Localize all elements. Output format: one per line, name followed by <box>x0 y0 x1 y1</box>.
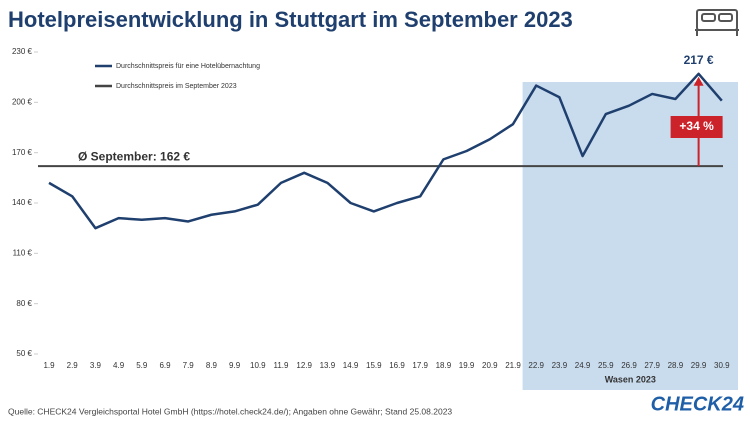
x-tick-label: 26.9 <box>621 361 637 370</box>
x-tick-label: 28.9 <box>668 361 684 370</box>
annotation-arrowhead <box>693 76 704 86</box>
x-tick-label: 10.9 <box>250 361 266 370</box>
bed-icon <box>695 9 739 36</box>
x-tick-label: 4.9 <box>113 361 125 370</box>
y-tick-label: 110 € <box>13 248 33 257</box>
y-tick-label: 140 € <box>12 198 33 207</box>
x-tick-label: 11.9 <box>274 361 290 370</box>
x-tick-label: 25.9 <box>598 361 614 370</box>
annotation-label: +34 % <box>679 119 714 133</box>
x-tick-label: 24.9 <box>575 361 591 370</box>
x-tick-label: 22.9 <box>528 361 544 370</box>
x-tick-label: 20.9 <box>482 361 498 370</box>
x-tick-label: 27.9 <box>644 361 660 370</box>
x-tick-label: 14.9 <box>343 361 359 370</box>
x-tick-label: 19.9 <box>459 361 475 370</box>
x-tick-label: 2.9 <box>67 361 79 370</box>
x-tick-label: 9.9 <box>229 361 241 370</box>
x-tick-label: 7.9 <box>183 361 195 370</box>
y-tick-label: 50 € <box>16 349 32 358</box>
highlight-label: Wasen 2023 <box>605 374 656 384</box>
x-tick-label: 13.9 <box>320 361 336 370</box>
x-tick-label: 6.9 <box>159 361 171 370</box>
x-tick-label: 5.9 <box>136 361 148 370</box>
x-tick-label: 30.9 <box>714 361 730 370</box>
y-tick-label: 170 € <box>12 148 33 157</box>
chart-title: Hotelpreisentwicklung in Stuttgart im Se… <box>8 7 573 32</box>
x-tick-label: 1.9 <box>43 361 55 370</box>
x-tick-label: 23.9 <box>552 361 568 370</box>
y-tick-label: 230 € <box>12 47 33 56</box>
source: Quelle: CHECK24 Vergleichsportal Hotel G… <box>8 406 452 416</box>
reference-label: Ø September: 162 € <box>78 149 190 163</box>
x-tick-label: 3.9 <box>90 361 102 370</box>
x-tick-label: 16.9 <box>389 361 405 370</box>
value-label: 217 € <box>684 53 714 67</box>
legend-label: Durchschnittspreis im September 2023 <box>116 83 237 90</box>
x-tick-label: 12.9 <box>296 361 312 370</box>
x-tick-label: 21.9 <box>505 361 521 370</box>
y-tick-label: 200 € <box>12 97 33 106</box>
annotation-box <box>670 116 723 138</box>
y-tick-label: 80 € <box>16 299 32 308</box>
x-tick-label: 15.9 <box>366 361 382 370</box>
x-tick-label: 8.9 <box>206 361 218 370</box>
series-line <box>48 72 723 230</box>
legend-label: Durchschnittspreis für eine Hotelübernac… <box>116 63 260 70</box>
x-tick-label: 18.9 <box>436 361 452 370</box>
x-tick-label: 29.9 <box>691 361 707 370</box>
logo: CHECK24 <box>651 393 744 415</box>
x-tick-label: 17.9 <box>412 361 428 370</box>
